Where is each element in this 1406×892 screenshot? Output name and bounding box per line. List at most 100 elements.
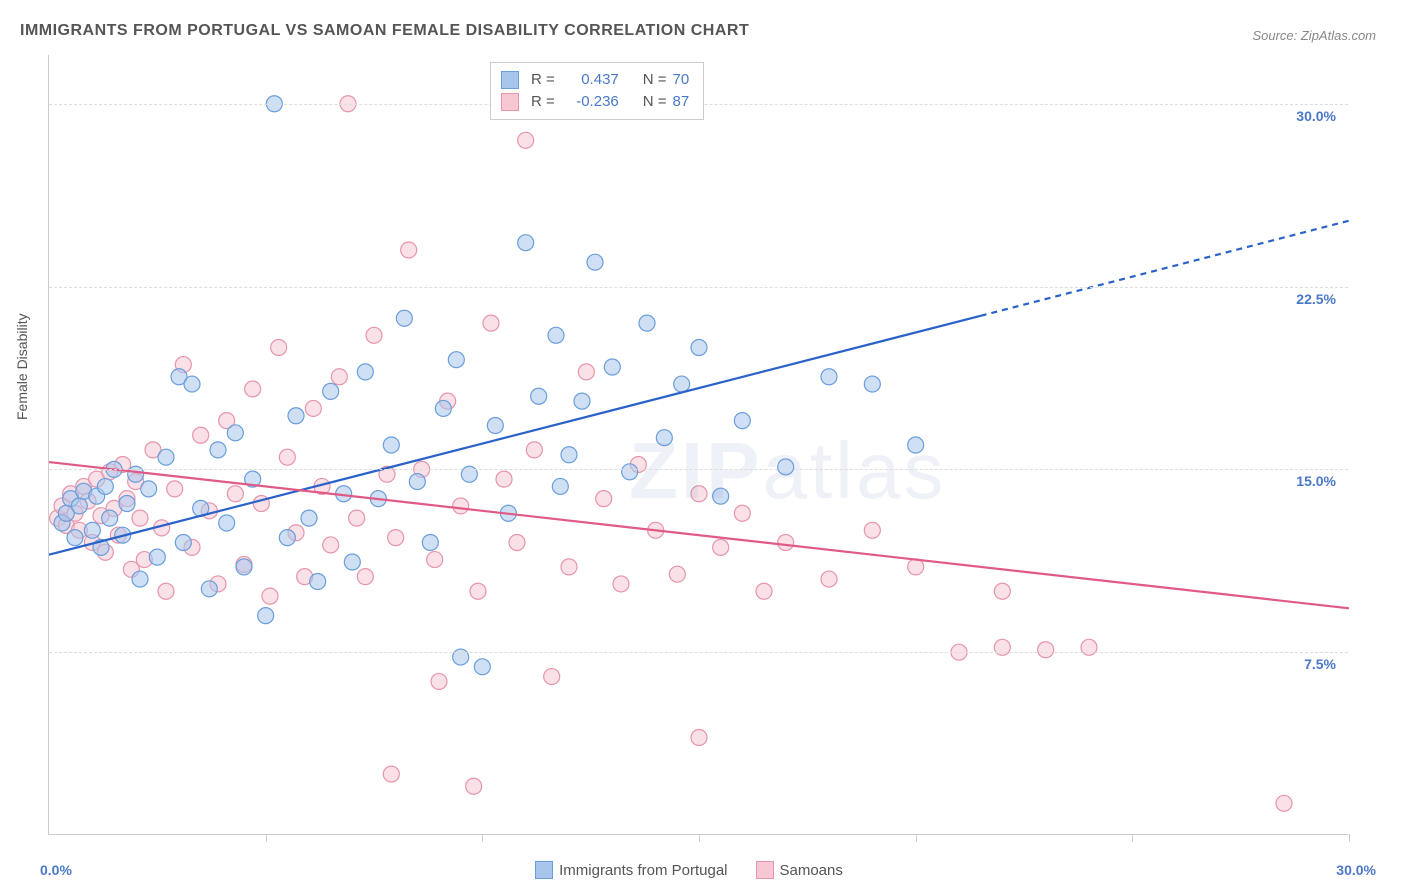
data-point [518,235,534,251]
data-point [71,498,87,514]
data-point [756,583,772,599]
data-point [821,571,837,587]
data-point [552,478,568,494]
data-point [366,327,382,343]
data-point [864,376,880,392]
data-point [271,340,287,356]
trend-line-series2 [49,462,1349,608]
data-point [331,369,347,385]
data-point [613,576,629,592]
plot-area: ZIPatlas 7.5%15.0%22.5%30.0% [48,55,1348,835]
data-point [656,430,672,446]
data-point [734,505,750,521]
data-point [396,310,412,326]
legend-label: Immigrants from Portugal [559,862,727,879]
data-point [691,486,707,502]
data-point [193,427,209,443]
x-tick [266,834,267,842]
data-point [622,464,638,480]
data-point [474,659,490,675]
data-point [167,481,183,497]
data-point [132,571,148,587]
data-point [908,437,924,453]
data-point [383,437,399,453]
data-point [227,486,243,502]
data-point [422,535,438,551]
data-point [994,583,1010,599]
r-value: -0.236 [561,91,619,113]
data-point [674,376,690,392]
data-point [184,376,200,392]
y-axis-label: Female Disability [14,313,30,420]
legend-label: Samoans [780,862,843,879]
legend-swatch [501,71,519,89]
y-tick-label: 15.0% [1296,473,1336,489]
r-label: R = [531,69,555,91]
scatter-svg [49,55,1349,835]
data-point [236,559,252,575]
data-point [518,132,534,148]
trend-line-series1-dash [981,221,1349,316]
data-point [219,515,235,531]
data-point [487,418,503,434]
data-point [466,778,482,794]
data-point [301,510,317,526]
data-point [227,425,243,441]
data-point [305,400,321,416]
data-point [448,352,464,368]
data-point [141,481,157,497]
data-point [778,535,794,551]
data-point [713,539,729,555]
data-point [669,566,685,582]
legend-swatch [535,861,553,879]
data-point [526,442,542,458]
data-point [245,381,261,397]
data-point [1276,795,1292,811]
legend-swatch [756,861,774,879]
data-point [288,408,304,424]
data-point [323,383,339,399]
data-point [574,393,590,409]
data-point [158,449,174,465]
data-point [258,608,274,624]
data-point [483,315,499,331]
grid-line [49,652,1348,653]
data-point [578,364,594,380]
data-point [691,730,707,746]
data-point [1038,642,1054,658]
data-point [409,474,425,490]
r-value: 0.437 [561,69,619,91]
data-point [864,522,880,538]
data-point [561,447,577,463]
data-point [388,530,404,546]
grid-line [49,287,1348,288]
x-tick [916,834,917,842]
data-point [453,498,469,514]
data-point [587,254,603,270]
data-point [383,766,399,782]
data-point [713,488,729,504]
series-legend: Immigrants from Portugal Samoans [0,862,1406,880]
data-point [262,588,278,604]
data-point [344,554,360,570]
data-point [201,581,217,597]
data-point [470,583,486,599]
data-point [119,496,135,512]
data-point [531,388,547,404]
grid-line [49,469,1348,470]
source-attribution: Source: ZipAtlas.com [1252,28,1376,43]
data-point [431,673,447,689]
data-point [84,522,100,538]
data-point [149,549,165,565]
x-min-label: 0.0% [40,862,72,878]
n-label: N = [643,69,667,91]
data-point [821,369,837,385]
x-tick [1349,834,1350,842]
r-label: R = [531,91,555,113]
data-point [357,364,373,380]
correlation-legend: R = 0.437N = 70R = -0.236N = 87 [490,62,704,120]
y-tick-label: 22.5% [1296,291,1336,307]
data-point [639,315,655,331]
data-point [544,669,560,685]
data-point [210,442,226,458]
